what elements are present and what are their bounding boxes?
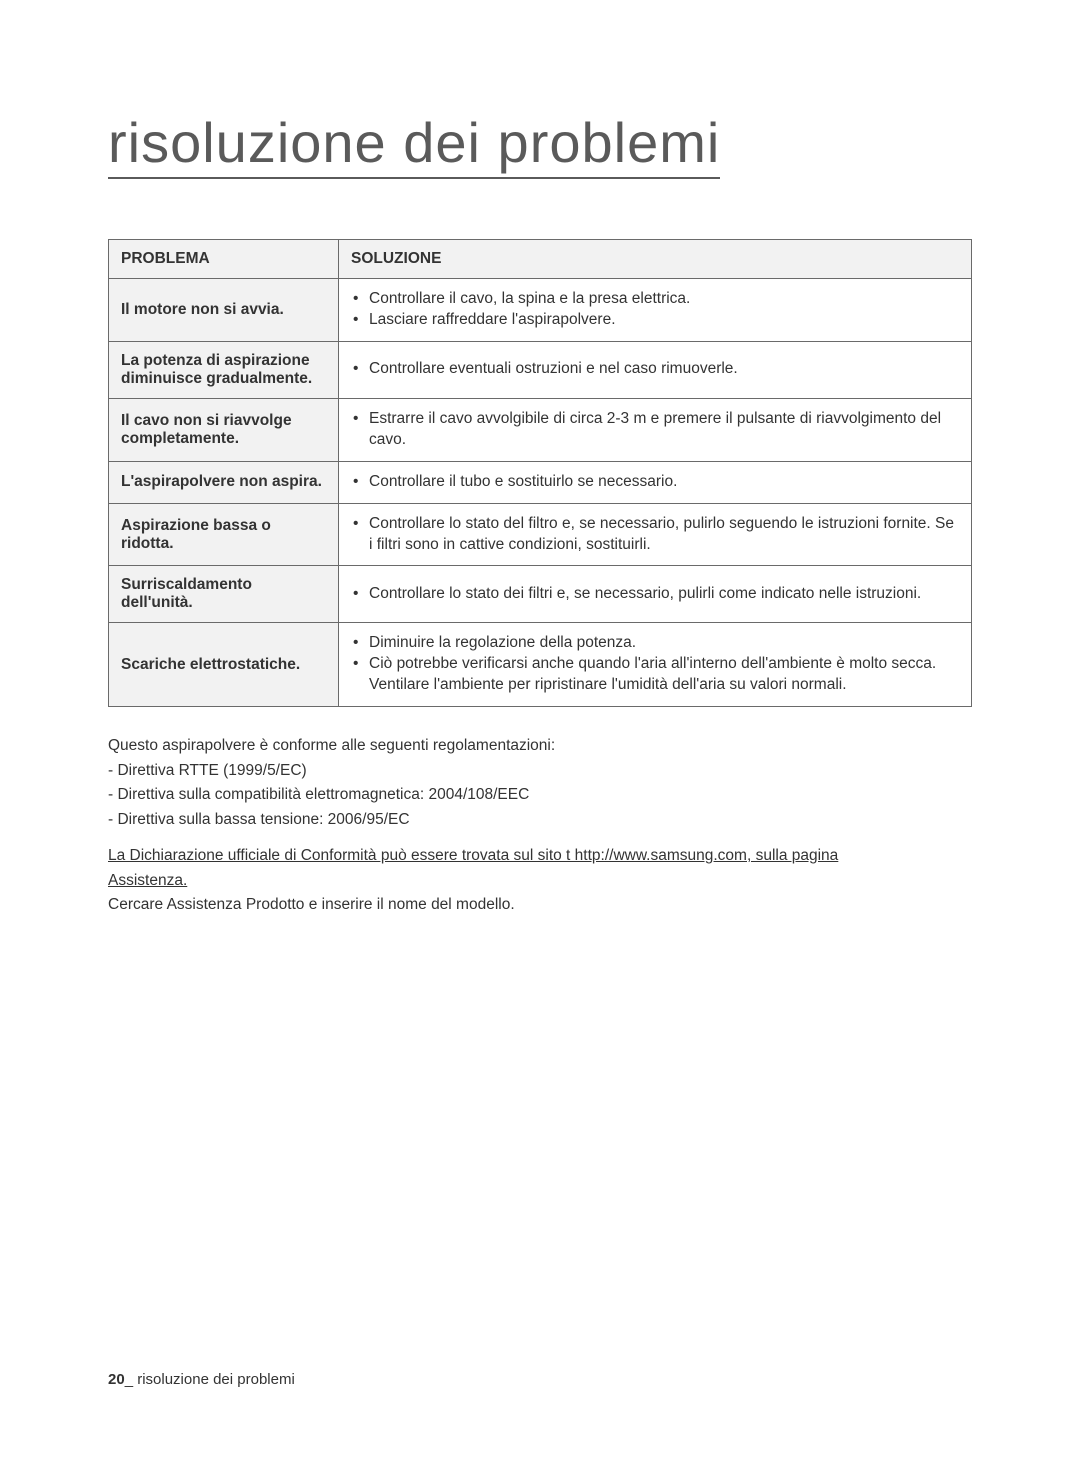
problem-cell: Il motore non si avvia. bbox=[109, 279, 339, 342]
solution-cell: Controllare eventuali ostruzioni e nel c… bbox=[339, 341, 972, 398]
troubleshoot-table: PROBLEMA SOLUZIONE Il motore non si avvi… bbox=[108, 239, 972, 707]
solution-cell: Controllare lo stato dei filtri e, se ne… bbox=[339, 566, 972, 623]
regulations-line-3: - Direttiva sulla bassa tensione: 2006/9… bbox=[108, 809, 972, 831]
regulations-line-2: - Direttiva sulla compatibilità elettrom… bbox=[108, 784, 972, 806]
table-row: Il cavo non si riavvolge completamente. E… bbox=[109, 398, 972, 461]
solution-cell: Diminuire la regolazione della potenza.C… bbox=[339, 623, 972, 707]
problem-cell: Scariche elettrostatiche. bbox=[109, 623, 339, 707]
table-row: La potenza di aspirazione diminuisce gra… bbox=[109, 341, 972, 398]
problem-cell: Surriscaldamento dell'unità. bbox=[109, 566, 339, 623]
regulations-line-1: - Direttiva RTTE (1999/5/EC) bbox=[108, 760, 972, 782]
problem-cell: Aspirazione bassa o ridotta. bbox=[109, 503, 339, 566]
solution-item: Controllare lo stato dei filtri e, se ne… bbox=[351, 584, 959, 605]
table-row: Scariche elettrostatiche.Diminuire la re… bbox=[109, 623, 972, 707]
solution-item: Controllare eventuali ostruzioni e nel c… bbox=[351, 359, 959, 380]
solution-cell: Controllare lo stato del filtro e, se ne… bbox=[339, 503, 972, 566]
declaration-link-line-2: Assistenza. bbox=[108, 870, 972, 892]
regulations-block: Questo aspirapolvere è conforme alle seg… bbox=[108, 735, 972, 916]
solution-item: Controllare il tubo e sostituirlo se nec… bbox=[351, 472, 959, 493]
solution-cell: Estrarre il cavo avvolgibile di circa 2-… bbox=[339, 398, 972, 461]
header-solution: SOLUZIONE bbox=[339, 240, 972, 279]
table-row: Aspirazione bassa o ridotta. Controllare … bbox=[109, 503, 972, 566]
page-title: risoluzione dei problemi bbox=[108, 110, 720, 179]
regulations-intro: Questo aspirapolvere è conforme alle seg… bbox=[108, 735, 972, 757]
declaration-link-line-1: La Dichiarazione ufficiale di Conformità… bbox=[108, 845, 972, 867]
solution-item: Controllare il cavo, la spina e la presa… bbox=[351, 289, 959, 310]
problem-cell: La potenza di aspirazione diminuisce gra… bbox=[109, 341, 339, 398]
solution-item: Estrarre il cavo avvolgibile di circa 2-… bbox=[351, 409, 959, 451]
page-footer: 20_ risoluzione dei problemi bbox=[108, 1371, 295, 1388]
table-row: Il motore non si avvia. Controllare il ca… bbox=[109, 279, 972, 342]
solution-item: Controllare lo stato del filtro e, se ne… bbox=[351, 514, 959, 556]
problem-cell: L'aspirapolvere non aspira. bbox=[109, 461, 339, 503]
problem-cell: Il cavo non si riavvolge completamente. bbox=[109, 398, 339, 461]
table-row: Surriscaldamento dell'unità. Controllare … bbox=[109, 566, 972, 623]
solution-item: Diminuire la regolazione della potenza. bbox=[351, 633, 959, 654]
header-problem: PROBLEMA bbox=[109, 240, 339, 279]
solution-cell: Controllare il tubo e sostituirlo se nec… bbox=[339, 461, 972, 503]
solution-cell: Controllare il cavo, la spina e la presa… bbox=[339, 279, 972, 342]
footer-section: risoluzione dei problemi bbox=[137, 1371, 295, 1388]
table-header-row: PROBLEMA SOLUZIONE bbox=[109, 240, 972, 279]
solution-item: Ciò potrebbe verificarsi anche quando l'… bbox=[351, 654, 959, 696]
page-number: 20 bbox=[108, 1371, 125, 1388]
footer-separator: _ bbox=[125, 1371, 138, 1388]
solution-item: Lasciare raffreddare l'aspirapolvere. bbox=[351, 310, 959, 331]
table-row: L'aspirapolvere non aspira. Controllare i… bbox=[109, 461, 972, 503]
search-instruction: Cercare Assistenza Prodotto e inserire i… bbox=[108, 894, 972, 916]
